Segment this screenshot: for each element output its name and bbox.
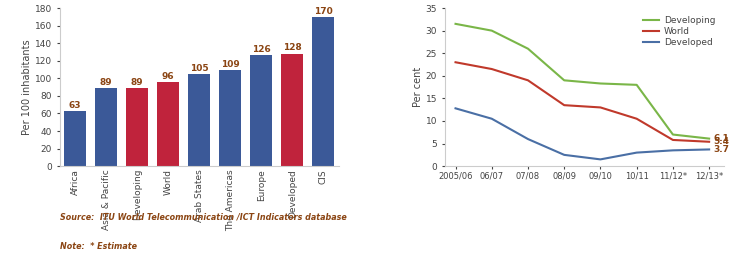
Text: 3.7: 3.7 bbox=[713, 145, 730, 154]
Text: 126: 126 bbox=[252, 45, 271, 54]
Bar bbox=[157, 82, 179, 166]
Y-axis label: Per 100 inhabitants: Per 100 inhabitants bbox=[22, 39, 32, 135]
Text: 105: 105 bbox=[189, 64, 208, 73]
Text: 96: 96 bbox=[162, 72, 175, 80]
Bar bbox=[219, 70, 241, 166]
Text: 63: 63 bbox=[69, 100, 81, 110]
Bar bbox=[64, 111, 87, 166]
Text: 6.1: 6.1 bbox=[713, 134, 730, 143]
Text: 109: 109 bbox=[221, 60, 239, 69]
Bar bbox=[95, 88, 117, 166]
Text: 128: 128 bbox=[283, 43, 301, 53]
Bar bbox=[250, 55, 272, 166]
Bar bbox=[312, 17, 334, 166]
Text: 5.4: 5.4 bbox=[713, 137, 730, 146]
Text: 89: 89 bbox=[100, 78, 113, 87]
Bar bbox=[126, 88, 148, 166]
Text: 89: 89 bbox=[131, 78, 143, 87]
Bar bbox=[188, 74, 210, 166]
Text: 170: 170 bbox=[314, 6, 333, 16]
Bar bbox=[281, 54, 304, 166]
Text: Source:  ITU World Telecommunication /ICT Indicators database: Source: ITU World Telecommunication /ICT… bbox=[60, 213, 346, 222]
Text: Note:  * Estimate: Note: * Estimate bbox=[60, 242, 137, 251]
Legend: Developing, World, Developed: Developing, World, Developed bbox=[639, 13, 719, 50]
Y-axis label: Per cent: Per cent bbox=[413, 67, 423, 107]
